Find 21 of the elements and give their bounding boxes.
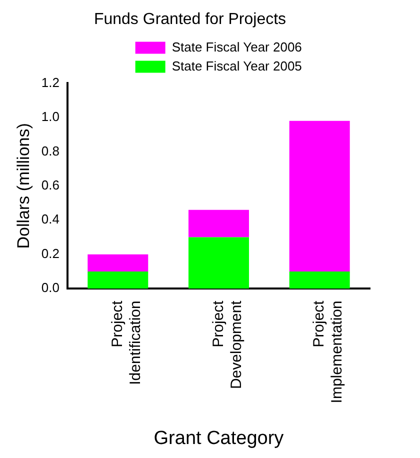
y-tick-label: 0.8 [41,143,60,158]
y-tick-label: 1.2 [41,74,60,90]
x-tick-label: Project Implementation [310,300,346,404]
y-tick-label: 0.2 [41,246,60,261]
y-tick-label: 0.6 [41,178,60,192]
x-tick-label: Project Development [210,300,245,390]
bar [289,120,350,272]
x-axis-title: Grant Category [154,428,284,449]
y-axis-title: Dollars (millions) [14,123,33,249]
bar [188,237,249,289]
bar [289,272,350,289]
bar [88,272,148,289]
bar [188,210,249,238]
y-tick-label: 0.4 [41,212,60,227]
legend-label: State Fiscal Year 2006 [172,39,302,54]
y-tick-label: 1.0 [41,109,60,124]
chart-title: Funds Granted for Projects [94,11,286,28]
y-tick-label: 0.0 [41,280,60,296]
x-tick-label: Project Identification [109,300,144,385]
bar [88,254,148,272]
legend-label: State Fiscal Year 2005 [172,58,302,74]
